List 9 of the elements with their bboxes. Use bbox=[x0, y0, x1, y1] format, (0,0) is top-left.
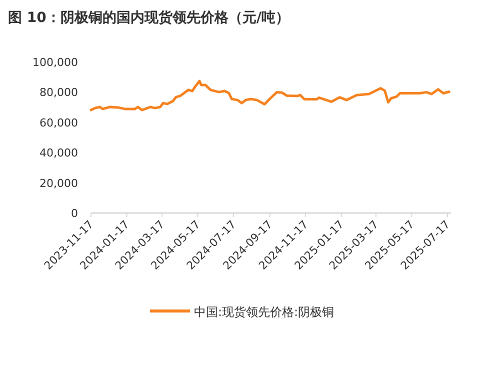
y-tick-label: 80,000 bbox=[40, 86, 78, 100]
y-tick-label: 40,000 bbox=[40, 146, 78, 160]
line-series bbox=[90, 80, 450, 112]
y-tick-label: 100,000 bbox=[32, 56, 78, 69]
y-tick-label: 20,000 bbox=[40, 176, 78, 190]
y-tick-label: 0 bbox=[71, 207, 78, 220]
legend-label: 中国:现货领先价格:阴极铜 bbox=[194, 305, 334, 319]
chart-title: 图 10：阴极铜的国内现货领先价格（元/吨） bbox=[8, 10, 290, 26]
y-tick-label: 60,000 bbox=[40, 116, 78, 130]
